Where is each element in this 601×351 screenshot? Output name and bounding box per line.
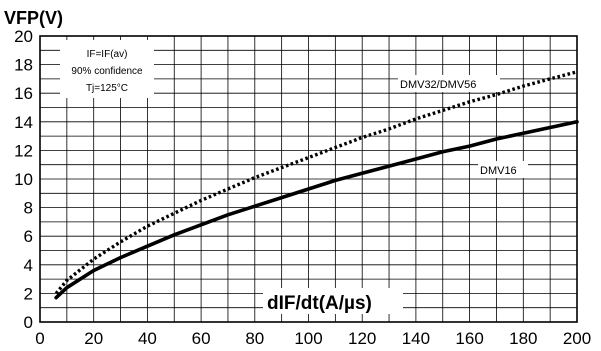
x-axis-label: dIF/dt(A/µs) [263, 288, 403, 314]
y-tick-label: 4 [24, 256, 33, 275]
series-label-dmv32-dmv56-text: DMV32/DMV56 [400, 79, 476, 91]
series-layer [54, 70, 579, 300]
y-tick-label: 16 [14, 84, 33, 103]
x-axis-label-text: dIF/dt(A/µs) [267, 293, 372, 314]
series-line-dmv16 [54, 120, 579, 300]
condition-line-2: 90% confidence [71, 66, 143, 77]
y-tick-label: 6 [24, 227, 33, 246]
x-tick-label: 120 [348, 329, 376, 348]
series-label-dmv16-bg [478, 161, 528, 178]
y-tick-label: 12 [14, 141, 33, 160]
conditions-box-bg [60, 40, 154, 98]
series-label-dmv16-text: DMV16 [480, 165, 517, 177]
y-tick-label: 2 [24, 284, 33, 303]
y-tick-label: 18 [14, 56, 33, 75]
y-tick-label: 8 [24, 199, 33, 218]
y-axis-label: VFP(V) [4, 8, 63, 28]
conditions-box: IF=IF(av) 90% confidence Tj=125°C [60, 40, 154, 98]
series-label-dmv16: DMV16 [478, 161, 528, 178]
y-tick-label: 10 [14, 170, 33, 189]
condition-line-3: Tj=125°C [86, 83, 128, 94]
x-tick-label: 40 [138, 329, 157, 348]
y-tick-label: 20 [14, 27, 33, 46]
y-tick-label: 14 [14, 113, 33, 132]
x-axis-label-bg [263, 288, 403, 314]
x-tick-label: 20 [84, 329, 103, 348]
y-tick-label: 0 [24, 313, 33, 332]
condition-line-1: IF=IF(av) [87, 49, 128, 60]
series-label-dmv32-dmv56: DMV32/DMV56 [398, 75, 500, 92]
x-tick-label: 60 [192, 329, 211, 348]
x-tick-label: 140 [402, 329, 430, 348]
x-tick-label: 200 [563, 329, 591, 348]
x-tick-label: 100 [294, 329, 322, 348]
x-tick-label: 160 [455, 329, 483, 348]
x-tick-label: 80 [245, 329, 264, 348]
x-tick-label: 0 [35, 329, 44, 348]
tick-labels: 0 20 40 60 80 100 120 140 160 180 200 0 2 4 6 8 10 12 14 16… [14, 27, 591, 348]
plot-frame [39, 35, 578, 323]
x-tick-label: 180 [509, 329, 537, 348]
series-label-dmv32-dmv56-bg [398, 75, 500, 92]
